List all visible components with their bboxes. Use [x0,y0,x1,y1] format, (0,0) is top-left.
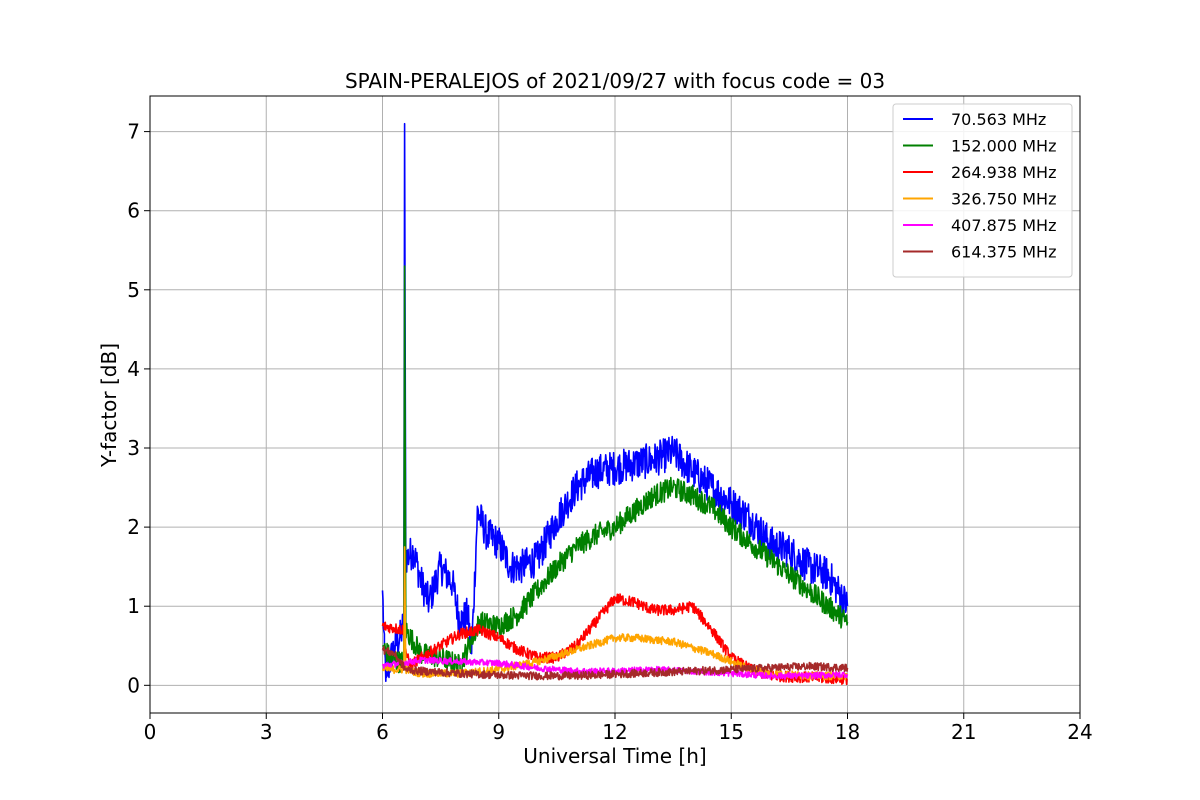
x-tick-label: 3 [260,720,273,744]
legend-label: 152.000 MHz [951,137,1056,156]
y-tick-label: 5 [127,278,140,302]
y-tick-label: 7 [127,120,140,144]
y-tick-label: 1 [127,594,140,618]
legend: 70.563 MHz 152.000 MHz 264.938 MHz 326.750 … [892,103,1073,278]
x-tick-label: 24 [1067,720,1092,744]
x-tick-label: 18 [835,720,860,744]
x-axis-label: Universal Time [h] [523,744,706,768]
y-tick-label: 6 [127,199,140,223]
x-tick-label: 21 [951,720,976,744]
x-tick-label: 6 [376,720,389,744]
plot-lines [381,122,849,686]
legend-label: 326.750 MHz [951,190,1056,209]
chart-title: SPAIN-PERALEJOS of 2021/09/27 with focus… [345,69,885,93]
series-line [382,265,849,676]
y-tick-label: 2 [127,515,140,539]
legend-label: 264.938 MHz [951,163,1056,182]
series-line [381,122,849,682]
y-tick-label: 4 [127,357,140,381]
y-tick-label: 3 [127,436,140,460]
legend-label: 407.875 MHz [951,216,1056,235]
x-axis-ticks: 0 3 6 9 12 15 18 21 24 [144,713,1093,744]
legend-label: 70.563 MHz [951,110,1046,129]
x-tick-label: 15 [719,720,744,744]
legend-box [892,103,1073,278]
legend-label: 614.375 MHz [951,243,1056,262]
y-tick-label: 0 [127,673,140,697]
series-line [381,645,849,681]
x-tick-label: 12 [602,720,627,744]
y-axis-ticks: 0 1 2 3 4 5 6 7 [127,120,150,697]
x-tick-label: 0 [144,720,157,744]
x-tick-label: 9 [492,720,505,744]
y-axis-label: Y-factor [dB] [97,343,121,468]
